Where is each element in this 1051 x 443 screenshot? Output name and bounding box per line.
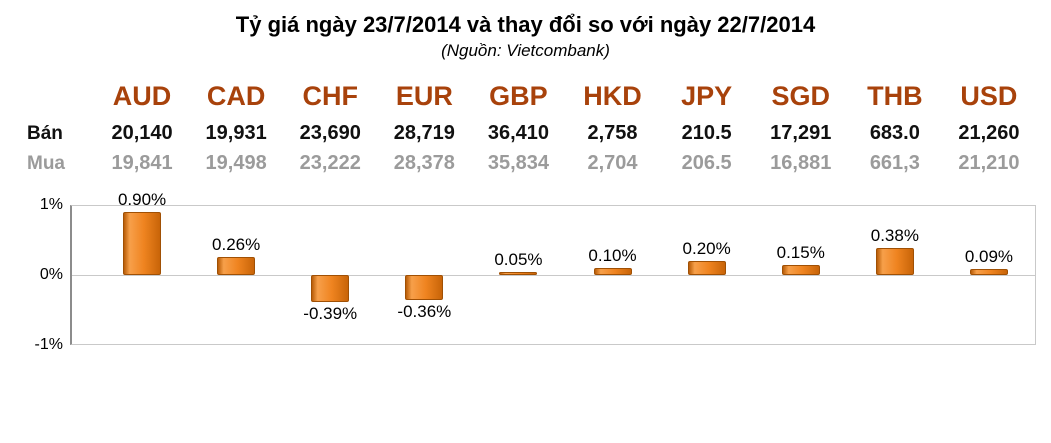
y-tick-neg1pct: -1%: [34, 336, 63, 353]
bar-sgd: [781, 264, 820, 275]
bar-cad: [217, 256, 256, 275]
bars-layer: 0.90% 0.26% -0.39% -0.36% 0.05% 0.10% 0.20% 0.1…: [25, 190, 1036, 345]
bar-cell-jpy: 0.20%: [660, 205, 754, 345]
currency-header-thb: THB: [867, 81, 923, 111]
buy-value-thb: 661,3: [869, 152, 920, 174]
currency-header-row: AUD CAD CHF EUR GBP HKD JPY SGD THB USD: [25, 81, 1036, 112]
sell-value-hkd: 2,758: [587, 122, 638, 144]
buy-value-aud: 19,841: [111, 152, 173, 174]
bar-label-aud: 0.90%: [117, 190, 167, 209]
currency-header-gbp: GBP: [489, 81, 548, 111]
bar-cell-usd: 0.09%: [942, 205, 1036, 345]
sell-value-eur: 28,719: [393, 122, 455, 144]
bar-label-thb: 0.38%: [870, 226, 919, 246]
buy-value-gbp: 35,834: [487, 152, 550, 174]
buy-value-hkd: 2,704: [587, 152, 638, 174]
currency-header-usd: USD: [960, 81, 1018, 111]
buy-value-cad: 19,498: [205, 152, 267, 174]
sell-value-jpy: 210.5: [681, 122, 732, 144]
page-subtitle: (Nguồn: Vietcombank): [441, 41, 610, 60]
currency-header-hkd: HKD: [583, 81, 642, 111]
currency-header-eur: EUR: [395, 81, 453, 111]
bar-label-eur: -0.36%: [397, 302, 452, 322]
sell-row-label: Bán: [27, 123, 63, 144]
sell-value-chf: 23,690: [299, 122, 361, 144]
bar-label-cad: 0.26%: [212, 234, 261, 254]
currency-header-cad: CAD: [206, 81, 266, 111]
plot-area: [70, 205, 1036, 345]
sell-value-thb: 683.0: [869, 122, 920, 144]
rates-table: AUD CAD CHF EUR GBP HKD JPY SGD THB USD Bán 20,14…: [25, 81, 1036, 175]
buy-value-sgd: 16,881: [770, 152, 832, 174]
bar-label-hkd: 0.10%: [588, 246, 637, 265]
bar-label-sgd: 0.15%: [776, 242, 825, 262]
bars-axis-spacer: [25, 205, 95, 345]
currency-header-jpy: JPY: [681, 81, 733, 111]
buy-value-chf: 23,222: [299, 152, 361, 174]
bar-cell-eur: -0.36%: [377, 205, 471, 345]
bar-label-chf: -0.39%: [303, 304, 358, 324]
currency-header-aud: AUD: [112, 81, 172, 111]
y-tick-1pct: 1%: [39, 196, 63, 213]
sell-value-aud: 20,140: [111, 122, 173, 144]
sell-value-usd: 21,260: [958, 122, 1020, 144]
buy-row: Mua 19,841 19,498 23,222 28,378 35,834 2,704 2…: [25, 152, 1036, 175]
bar-cell-cad: 0.26%: [189, 205, 283, 345]
sell-value-gbp: 36,410: [487, 122, 550, 144]
y-tick-0pct: 0%: [39, 266, 63, 283]
bar-cell-sgd: 0.15%: [754, 205, 848, 345]
exchange-rate-change-chart: 1% 0% -1% 0.90% 0.26% -0.39% -0.36% 0.05% 0.1…: [25, 189, 1036, 371]
buy-value-jpy: 206.5: [681, 152, 732, 174]
buy-value-usd: 21,210: [958, 152, 1020, 174]
sell-value-cad: 19,931: [205, 122, 267, 144]
bar-cell-gbp: 0.05%: [471, 205, 565, 345]
bar-cell-hkd: 0.10%: [565, 205, 659, 345]
bar-usd: [969, 268, 1008, 275]
bar-jpy: [687, 261, 726, 275]
bar-cell-thb: 0.38%: [848, 205, 942, 345]
bar-chf: [311, 275, 350, 303]
bar-eur: [405, 275, 444, 301]
buy-value-eur: 28,378: [393, 152, 455, 174]
bar-thb: [875, 248, 914, 275]
sell-value-sgd: 17,291: [770, 122, 832, 144]
bar-hkd: [593, 268, 632, 275]
bar-label-jpy: 0.20%: [682, 239, 731, 258]
bar-gbp: [499, 271, 538, 275]
bar-label-gbp: 0.05%: [494, 249, 543, 269]
page-title: Tỷ giá ngày 23/7/2014 và thay đổi so với…: [235, 12, 816, 37]
bar-label-usd: 0.09%: [964, 246, 1014, 266]
sell-row: Bán 20,140 19,931 23,690 28,719 36,410 2,758 2…: [25, 122, 1036, 145]
currency-header-chf: CHF: [302, 81, 358, 111]
bar-cell-aud: 0.90%: [95, 190, 189, 345]
currency-header-sgd: SGD: [771, 81, 830, 111]
bar-cell-chf: -0.39%: [283, 205, 377, 345]
buy-row-label: Mua: [27, 153, 65, 174]
bar-aud: [123, 212, 162, 275]
